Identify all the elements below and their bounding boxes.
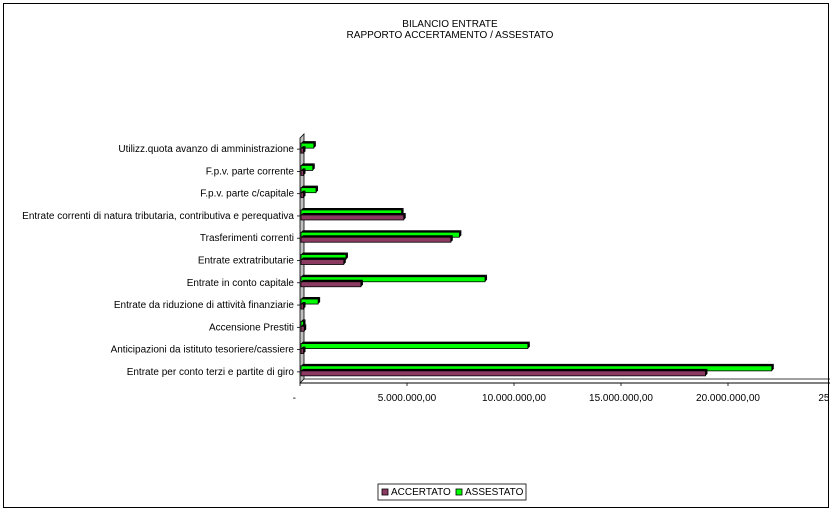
- bar-accertato-side: [303, 146, 306, 154]
- category-label: Anticipazioni da istituto tesoriere/cass…: [111, 345, 295, 356]
- bar-accertato-top: [301, 279, 363, 282]
- legend-box: [377, 483, 527, 501]
- bar-accertato-side: [705, 368, 708, 376]
- legend-label: ASSESTATO: [465, 487, 524, 498]
- bar-assestato-side: [313, 141, 316, 149]
- bar-accertato-side: [304, 324, 307, 332]
- bar-assestato-side: [315, 185, 318, 193]
- plot-area: Utilizz.quota avanzo di amministrazione F…: [22, 133, 830, 404]
- bar-accertato: [300, 192, 304, 199]
- bar-assestato-side: [527, 341, 530, 349]
- x-tick-label: 5.000.000,00: [378, 393, 437, 404]
- bar-assestato-top: [301, 230, 462, 233]
- bar-accertato-top: [301, 257, 346, 260]
- legend-swatch: [455, 488, 463, 496]
- bar-accertato: [300, 325, 305, 332]
- bar-assestato: [300, 187, 317, 194]
- chart-title-line: RAPPORTO ACCERTAMENTO / ASSESTATO: [347, 30, 554, 41]
- bar-accertato-top: [301, 368, 708, 371]
- category-label: Entrate correnti di natura tributaria, c…: [22, 211, 294, 222]
- legend-label: ACCERTATO: [391, 487, 451, 498]
- bar-assestato-top: [301, 252, 348, 255]
- bar-accertato-side: [450, 235, 453, 243]
- bar-assestato-side: [345, 252, 348, 260]
- bar-assestato-top: [301, 163, 315, 166]
- chart-frame: BILANCIO ENTRATE RAPPORTO ACCERTAMENTO / …: [3, 3, 830, 508]
- bar-assestato-top: [301, 341, 530, 344]
- bar-accertato-top: [301, 190, 306, 193]
- category-label: Entrate per conto terzi e partite di gir…: [127, 367, 295, 378]
- x-tick-label: 15.000.000,00: [589, 393, 653, 404]
- bar-accertato-side: [303, 190, 306, 198]
- bar-accertato: [300, 170, 304, 176]
- bar-assestato: [300, 298, 319, 305]
- bar-assestato: [300, 142, 315, 149]
- bar-accertato-top: [301, 235, 453, 238]
- bar-assestato: [300, 343, 529, 349]
- bar-accertato-top: [301, 146, 306, 149]
- legend: ACCERTATO ASSESTATO: [377, 483, 527, 501]
- category-label: Accensione Prestiti: [209, 322, 294, 333]
- bar-assestato-top: [301, 274, 488, 277]
- category-label: Entrate extratributarie: [198, 256, 295, 267]
- bar-accertato-top: [301, 346, 306, 349]
- bar-accertato-top: [301, 212, 406, 215]
- bar-accertato-side: [303, 346, 306, 354]
- bar-accertato-top: [301, 168, 306, 171]
- category-label: Utilizz.quota avanzo di amministrazione: [118, 144, 294, 155]
- category-label: Entrate da riduzione di attività finanzi…: [114, 300, 295, 311]
- bar-accertato: [300, 259, 345, 265]
- bar-assestato-top: [301, 141, 316, 144]
- bar-accertato-side: [403, 212, 406, 220]
- bar-assestato-top: [301, 207, 404, 210]
- bar-assestato: [300, 276, 486, 283]
- x-tick-label: 25.000.: [818, 393, 830, 404]
- bar-accertato-side: [343, 257, 346, 265]
- bar-assestato-side: [318, 297, 321, 305]
- bar-accertato-top: [301, 324, 307, 327]
- bar-assestato-top: [301, 363, 774, 366]
- bar-accertato-side: [360, 279, 363, 287]
- bar-assestato: [300, 165, 314, 171]
- bar-accertato: [300, 281, 362, 288]
- bar-assestato-top: [301, 297, 321, 300]
- bar-assestato-side: [771, 363, 774, 371]
- bar-assestato-top: [301, 319, 306, 322]
- chart-title-line: BILANCIO ENTRATE: [402, 19, 498, 30]
- legend-swatch: [381, 488, 389, 496]
- category-label: F.p.v. parte c/capitale: [200, 189, 294, 200]
- category-label: Trasferimenti correnti: [200, 233, 294, 244]
- bar-accertato-top: [301, 302, 306, 305]
- bar-assestato-top: [301, 185, 318, 188]
- bar-assestato-side: [312, 163, 315, 171]
- bar-accertato: [300, 370, 706, 377]
- bar-accertato: [300, 348, 304, 354]
- x-tick-label: -: [293, 393, 296, 404]
- category-label: Entrate in conto capitale: [187, 278, 295, 289]
- x-tick-label: 20.000.000,00: [696, 393, 760, 404]
- bar-accertato-side: [303, 302, 306, 310]
- bar-accertato: [300, 236, 452, 243]
- bar-accertato-side: [303, 168, 306, 176]
- bar-accertato: [300, 303, 304, 310]
- bar-assestato-side: [459, 230, 462, 238]
- x-tick-label: 10.000.000,00: [482, 393, 546, 404]
- bar-assestato-side: [485, 274, 488, 282]
- bar-accertato: [300, 214, 405, 221]
- category-label: F.p.v. parte corrente: [206, 166, 295, 177]
- bar-accertato: [300, 147, 304, 154]
